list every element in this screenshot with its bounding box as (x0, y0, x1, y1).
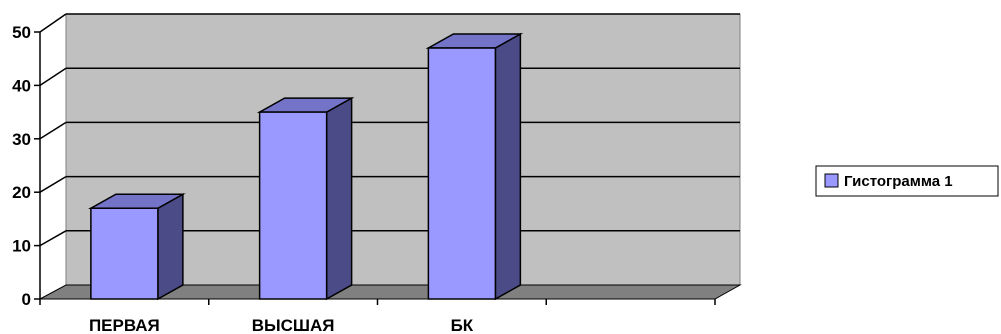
x-axis-ticks: ПЕРВАЯ ВЫСШАЯ БК (39, 299, 716, 334)
gridline-left-wall (39, 13, 67, 33)
y-axis-ticks: 0 10 20 30 40 50 (12, 23, 40, 309)
gridline-left-wall (39, 230, 67, 247)
bar (425, 32, 524, 301)
legend-series-name: Гистограмма 1 (844, 173, 953, 190)
x-tick-label: ВЫСШАЯ (252, 316, 335, 334)
bar-side (494, 32, 522, 301)
legend-frame (815, 165, 999, 197)
bars (88, 32, 524, 301)
bar-side (325, 96, 353, 301)
bar-side (157, 192, 184, 301)
bar (256, 96, 355, 301)
y-tick-label: 10 (12, 237, 31, 256)
y-tick-label: 20 (12, 183, 31, 202)
x-tick-label: ПЕРВАЯ (89, 316, 160, 334)
bar-front (90, 207, 159, 300)
gridline-left-wall (39, 175, 67, 193)
legend-swatch (824, 173, 839, 188)
y-tick-label: 30 (12, 130, 31, 149)
gridline-left-wall (39, 67, 67, 87)
bar-front (427, 47, 497, 300)
x-tick-label: БК (451, 316, 474, 334)
bar (88, 192, 186, 301)
y-tick-label: 0 (22, 290, 31, 309)
legend: Гистограмма 1 (815, 165, 999, 197)
y-tick-label: 50 (12, 23, 31, 42)
gridline-left-wall (39, 121, 67, 140)
bar-front (258, 111, 328, 300)
y-tick-label: 40 (12, 76, 31, 95)
